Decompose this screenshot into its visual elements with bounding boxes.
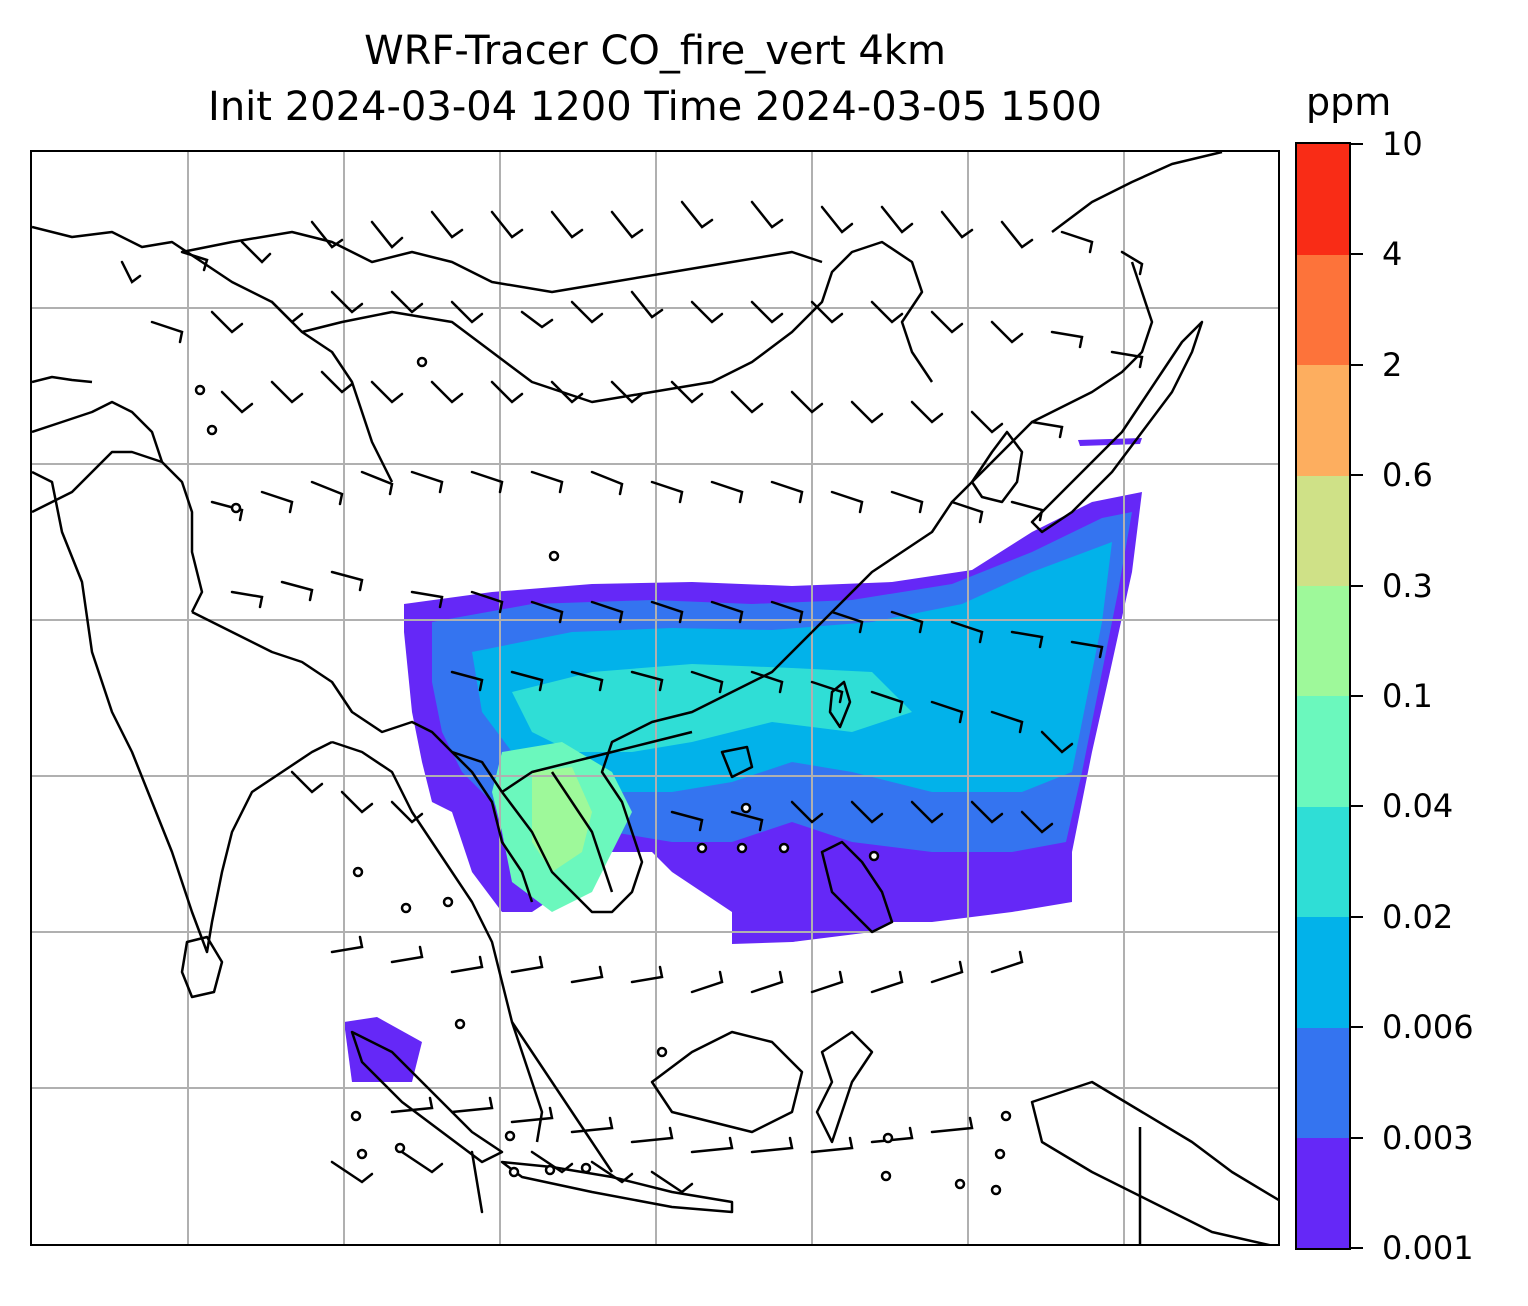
- colorbar-tick: [1351, 805, 1363, 808]
- barb-row-7: [290, 770, 1054, 834]
- afghanistan-border: [32, 400, 164, 463]
- russia-coast: [1051, 152, 1223, 233]
- colorbar-tick: [1351, 253, 1363, 256]
- colorbar-segment: [1297, 1027, 1349, 1139]
- small-patch: [1078, 438, 1142, 446]
- map-title-line2: Init 2024-03-04 1200 Time 2024-03-05 150…: [208, 84, 1102, 130]
- colorbar-tick-label: 0.1: [1382, 677, 1433, 715]
- colorbar-tick-label: 0.001: [1382, 1229, 1474, 1267]
- laos-vietnam-border: [550, 771, 614, 893]
- taiwan: [828, 680, 852, 729]
- indochina: [501, 631, 813, 914]
- pakistan-border: [32, 450, 204, 613]
- india-coast: [32, 470, 333, 954]
- colorbar-segment: [1297, 475, 1349, 587]
- colorbar-tick: [1351, 363, 1363, 366]
- colorbar-tick-label: 10: [1382, 125, 1423, 163]
- new-guinea: [1030, 1080, 1278, 1244]
- bay-of-bengal-east: [331, 740, 614, 1173]
- sulawesi: [815, 1030, 874, 1144]
- wind-barbs: [120, 200, 1144, 1214]
- colorbar-tick-label: 0.3: [1382, 566, 1433, 605]
- mongolia-north: [181, 230, 823, 294]
- china-west-border: [32, 225, 394, 483]
- colorbar-tick: [1351, 915, 1363, 918]
- map-title-line1: WRF-Tracer CO_fire_vert 4km: [364, 28, 946, 74]
- colorbar-tick-label: 0.04: [1382, 787, 1454, 826]
- hainan: [720, 745, 754, 779]
- colorbar-tick-label: 4: [1382, 235, 1403, 274]
- colorbar-tick: [1351, 1026, 1363, 1029]
- sumatra-patch: [344, 1017, 422, 1082]
- philippines: [820, 840, 894, 934]
- malay-peninsula: [510, 1021, 544, 1143]
- colorbar-tick: [1351, 1136, 1363, 1139]
- colorbar-tick-label: 0.02: [1382, 897, 1454, 936]
- colorbar-tick: [1351, 695, 1363, 697]
- korea: [970, 430, 1024, 504]
- plume-lightgreen: [532, 767, 592, 872]
- barb-row-2: [150, 290, 1144, 369]
- colorbar-segment: [1297, 364, 1349, 476]
- myanmar-border: [451, 751, 534, 903]
- barb-row-1: [120, 200, 1144, 284]
- colorbar-segment: [1297, 144, 1349, 255]
- colorbar-segment: [1297, 254, 1349, 366]
- barb-row-6: [450, 670, 1074, 754]
- colorbar-tick: [1351, 474, 1363, 477]
- barb-row-5: [230, 570, 1104, 659]
- java: [500, 1160, 734, 1214]
- china-coast: [811, 261, 1154, 633]
- map-panel: [30, 150, 1280, 1246]
- japan: [1030, 320, 1204, 534]
- colorbar-tick-label: 0.6: [1382, 456, 1433, 495]
- sri-lanka: [180, 935, 224, 999]
- colorbar-tick: [1351, 584, 1363, 587]
- barb-row-8: [330, 935, 1024, 994]
- colorbar-segment: [1297, 806, 1349, 918]
- himalaya-border: [191, 610, 504, 793]
- china-mongolia-border: [301, 240, 934, 404]
- colorbar: [1295, 142, 1351, 1250]
- colorbar-segment: [1297, 585, 1349, 697]
- coastlines: [32, 152, 1278, 1244]
- caspian-border: [32, 375, 93, 384]
- colorbar-tick-label: 0.006: [1382, 1008, 1474, 1047]
- barb-row-9: [390, 1096, 974, 1154]
- colorbar-tick: [1351, 1247, 1363, 1249]
- colorbar-tick-label: 0.003: [1382, 1118, 1474, 1157]
- colorbar-unit-label: ppm: [1306, 80, 1392, 124]
- barb-row-4: [210, 470, 1044, 524]
- colorbar-tick: [1351, 143, 1363, 145]
- borneo: [650, 1030, 804, 1134]
- map-canvas: [32, 152, 1278, 1244]
- colorbar-tick-label: 2: [1382, 345, 1403, 384]
- barb-row-3: [220, 370, 1064, 439]
- china-south-border: [501, 730, 693, 794]
- barb-row-10: [330, 1150, 694, 1214]
- sumatra: [350, 1030, 504, 1164]
- co-plume-layer: [344, 438, 1142, 1082]
- colorbar-segment: [1297, 696, 1349, 807]
- colorbar-segment: [1297, 1137, 1349, 1249]
- calm-wind-markers: [194, 356, 1012, 1196]
- colorbar-segment: [1297, 916, 1349, 1028]
